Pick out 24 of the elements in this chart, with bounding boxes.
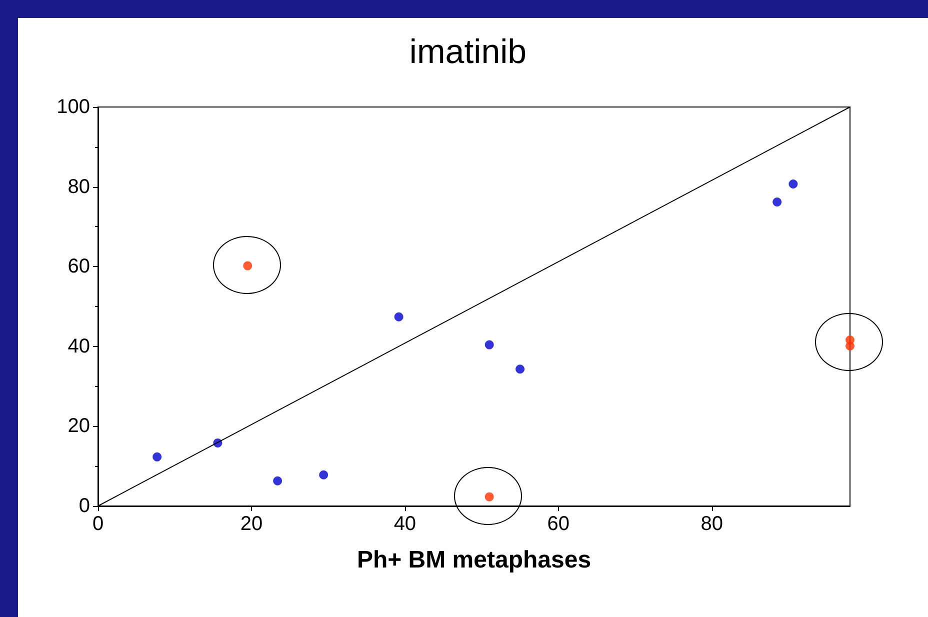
- y-tick-label: 80: [68, 176, 90, 198]
- point: [788, 180, 798, 189]
- chart-title: imatinib: [409, 33, 527, 71]
- x-axis-title: Ph+ BM metaphases: [356, 546, 592, 574]
- point: [394, 312, 404, 322]
- y-tick-label: 100: [56, 96, 90, 118]
- point: [243, 261, 252, 270]
- point: [484, 340, 494, 350]
- point: [516, 364, 525, 374]
- point: [273, 476, 282, 486]
- point: [319, 470, 328, 480]
- x-tick-label: 80: [700, 513, 724, 535]
- point: [152, 452, 162, 462]
- y-tick-label: 60: [68, 256, 90, 278]
- y-tick-label: 20: [68, 415, 90, 438]
- x-tick-label: 60: [547, 513, 570, 535]
- point: [846, 342, 854, 350]
- point: [484, 492, 494, 502]
- y-tick-label: 0: [78, 495, 90, 517]
- point: [772, 197, 782, 206]
- x-tick-label: 20: [240, 513, 263, 535]
- x-tick-label: 40: [394, 513, 416, 535]
- x-tick-label: 0: [92, 513, 104, 535]
- y-tick-label: 40: [68, 335, 90, 358]
